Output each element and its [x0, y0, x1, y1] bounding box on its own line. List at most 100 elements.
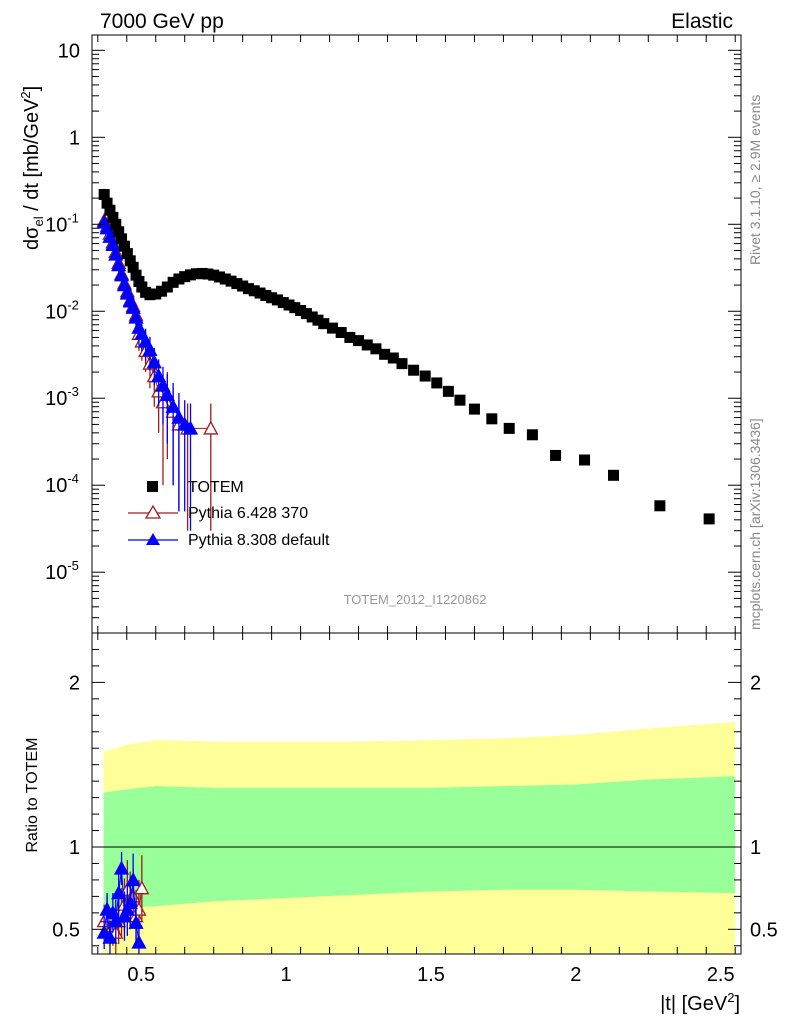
header-right-label: Elastic [671, 10, 733, 33]
totem-point [124, 255, 136, 267]
ratio-y-tick-label-right: 1 [750, 837, 761, 859]
totem-point [326, 322, 338, 334]
ratio-y-tick-label: 1 [69, 837, 80, 859]
x-tick-label: 2 [570, 964, 581, 986]
main-y-axis-label: dσel / dt [mb/GeV2] [18, 86, 46, 250]
legend-label-pythia6: Pythia 6.428 370 [188, 505, 308, 522]
pythia8-ratio-point [102, 929, 118, 944]
pythia8-point [159, 386, 175, 401]
totem-point [283, 299, 295, 311]
totem-point [335, 326, 347, 338]
legend-entry-pythia8: Pythia 8.308 default [128, 532, 330, 549]
totem-point [271, 294, 283, 306]
totem-point [167, 276, 179, 288]
y-tick-label: 10 [58, 40, 80, 62]
totem-point [318, 318, 330, 330]
totem-point [173, 273, 185, 285]
legend: TOTEM Pythia 6.428 370 Pythia 8.308 defa… [128, 479, 330, 549]
totem-point [121, 248, 133, 260]
totem-series [98, 188, 715, 525]
totem-point [289, 302, 301, 314]
y-tick-label: 10-2 [45, 297, 79, 323]
main-plot-marks [96, 188, 715, 531]
totem-point [396, 358, 408, 370]
y-tick-label: 10-4 [45, 471, 79, 497]
totem-point [133, 275, 145, 287]
ratio-y-tick-label-right: 2 [750, 672, 761, 694]
x-tick-label: 1.5 [417, 964, 445, 986]
totem-point [387, 352, 399, 364]
totem-point [353, 335, 365, 347]
totem-point [208, 269, 220, 281]
totem-point [248, 285, 260, 297]
totem-point [300, 308, 312, 320]
ratio-y-tick-label-right: 0.5 [750, 919, 778, 941]
pythia8-point [142, 341, 158, 357]
totem-point [703, 513, 715, 525]
pythia8-ratio-point [131, 934, 147, 949]
totem-point [379, 348, 391, 360]
totem-point [486, 413, 498, 425]
pythia8-point [171, 409, 187, 424]
main-plot-panel: 10-5 10-4 10-3 10-2 10-1 1 10 TOTEM_2012_I1220… [18, 34, 742, 634]
totem-point [277, 297, 289, 309]
totem-point [144, 289, 156, 301]
totem-point [306, 311, 318, 323]
totem-point [98, 188, 110, 200]
totem-point [419, 370, 431, 382]
y-tick-label: 1 [69, 127, 80, 149]
ratio-inner-band [103, 776, 736, 910]
mcplots-label: mcplots.cern.ch [arXiv:1306.3436] [747, 418, 763, 630]
totem-point [107, 211, 119, 223]
totem-point [237, 280, 249, 292]
pythia8-point [151, 368, 167, 383]
ratio-plot-marks [96, 851, 150, 954]
pythia8-ratio-point [125, 872, 141, 887]
totem-point [179, 271, 191, 283]
ratio-plot-axes: 0.5 1 1.5 2 2.5 0.5 0.5 1 1 2 2 [52, 632, 778, 986]
totem-point [408, 364, 420, 376]
totem-point [225, 275, 237, 287]
legend-filled-triangle-marker [146, 533, 160, 545]
legend-entry-totem: TOTEM [147, 479, 244, 496]
pythia8-point [165, 398, 181, 413]
pythia8-point [108, 246, 124, 261]
legend-label-totem: TOTEM [188, 479, 244, 496]
totem-point [254, 287, 266, 299]
y-tick-label: 10-5 [45, 558, 79, 584]
totem-point [361, 339, 373, 351]
x-tick-label: 2.5 [707, 964, 735, 986]
pythia8-ratio-series [96, 851, 147, 954]
totem-point [431, 377, 443, 389]
pythia8-ratio-point [111, 885, 127, 900]
totem-point [101, 197, 113, 209]
x-axis-label: |t| [GeV2] [660, 990, 740, 1015]
totem-point [116, 233, 128, 245]
rivet-version-label: Rivet 3.1.10, ≥ 2.9M events [747, 95, 763, 265]
pythia8-point [111, 257, 127, 272]
header-left-label: 7000 GeV pp [100, 10, 224, 33]
totem-point [202, 268, 214, 280]
totem-point [344, 331, 356, 343]
pythia8-point [146, 354, 162, 369]
totem-point [608, 469, 620, 481]
x-tick-label: 0.5 [127, 964, 155, 986]
totem-point [579, 454, 591, 466]
legend-entry-pythia6: Pythia 6.428 370 [128, 504, 308, 522]
ratio-y-tick-label: 2 [69, 672, 80, 694]
totem-point [213, 271, 225, 283]
ratio-plot-panel: 0.5 1 1.5 2 2.5 0.5 0.5 1 1 2 2 Ratio to TOTEM |t|… [24, 632, 778, 1015]
totem-point [260, 289, 272, 301]
x-tick-label: 1 [281, 964, 292, 986]
totem-point [196, 267, 208, 279]
totem-point [468, 403, 480, 415]
totem-point [526, 429, 538, 441]
pythia8-ratio-point [113, 860, 130, 875]
pythia6-ratio-point [134, 880, 150, 895]
legend-square-marker [147, 481, 158, 492]
totem-point [185, 269, 197, 281]
totem-point [127, 261, 139, 273]
totem-point [113, 226, 125, 238]
totem-point [104, 204, 116, 216]
